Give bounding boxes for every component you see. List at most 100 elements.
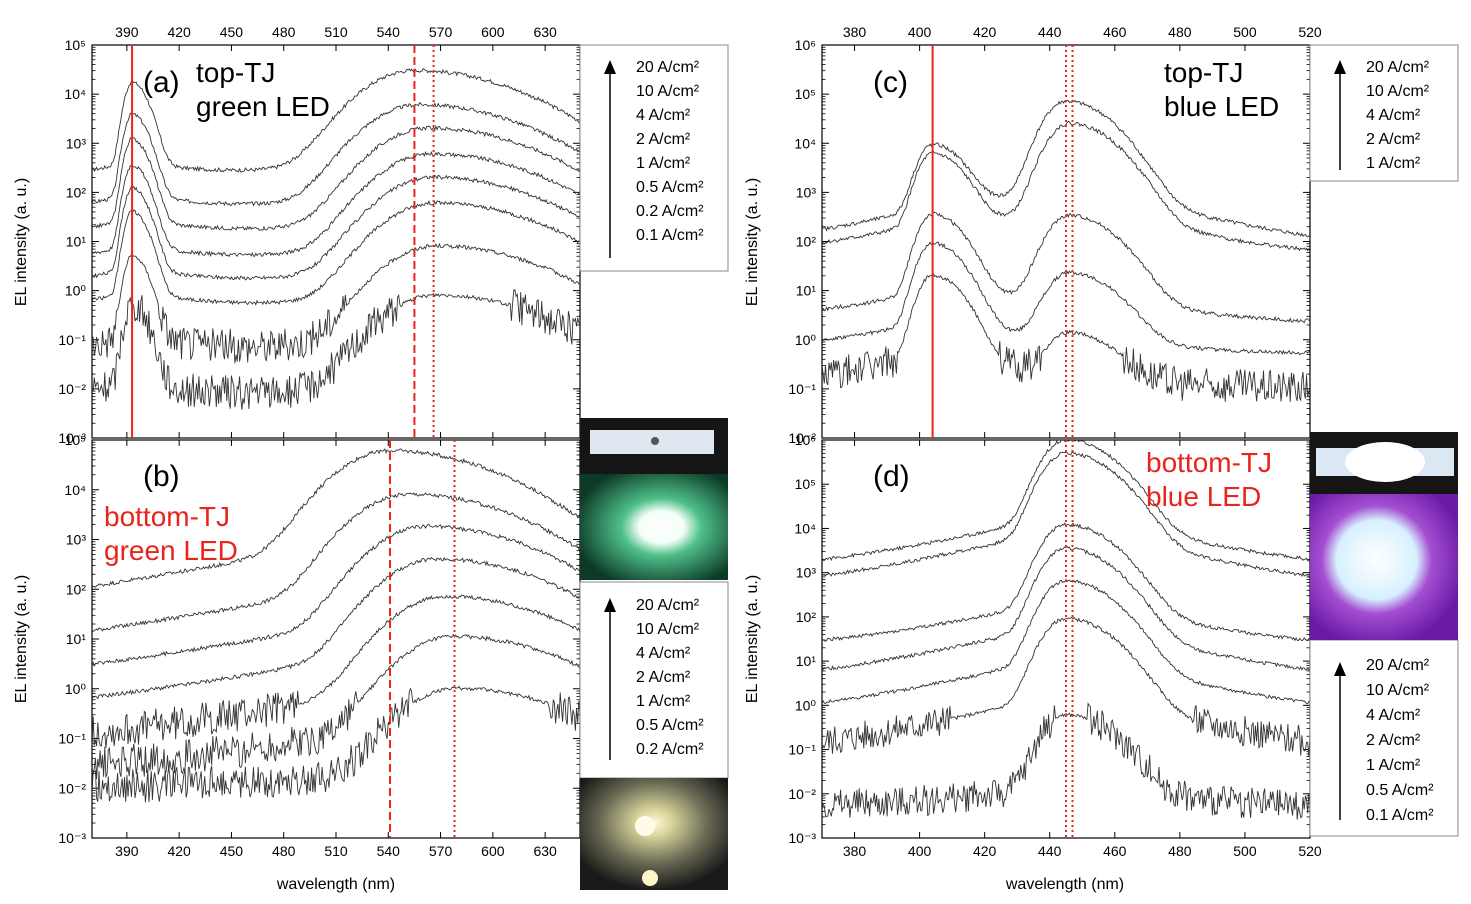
- x-tick-label: 460: [1103, 843, 1127, 859]
- curves-b: [92, 440, 580, 838]
- x-tick-label: 440: [1038, 24, 1062, 40]
- y-tick-label: 10⁵: [65, 432, 86, 448]
- x-tick-label: 460: [1103, 24, 1127, 40]
- legend-entry: 20 A/cm²: [636, 59, 700, 76]
- series-line: [92, 200, 580, 306]
- panel-annotation: top-TJ: [196, 57, 275, 88]
- y-tick-label: 10⁻²: [58, 381, 86, 397]
- y-tick-label: 10⁻¹: [58, 731, 86, 747]
- x-tick-label: 420: [167, 24, 191, 40]
- ylabel-b: EL intensity (a. u.): [13, 575, 30, 703]
- panel-annotation: green LED: [104, 535, 238, 566]
- panel-a: 390 420 450 480 510 540 570 600 630 10⁻³ 10⁻² 10⁻¹ 1…: [58, 24, 729, 446]
- photos-layer: [580, 418, 1458, 890]
- x-tick-label: 540: [377, 24, 401, 40]
- series-line: [92, 101, 580, 207]
- legend-entry: 0.5 A/cm²: [1366, 782, 1434, 799]
- panel-label: (b): [143, 460, 180, 493]
- series-line: [92, 556, 580, 700]
- legend-entry: 10 A/cm²: [1366, 682, 1430, 699]
- panel-c: 380 400 420 440 460 480 500 520 10⁻² 10⁻¹ 10⁰ 10¹ 10…: [788, 24, 1459, 446]
- legend-entry: 0.5 A/cm²: [636, 179, 704, 196]
- legend-entry: 2 A/cm²: [1366, 131, 1421, 148]
- legend-entry: 0.5 A/cm²: [636, 717, 704, 734]
- legend-entry: 10 A/cm²: [636, 621, 700, 638]
- series-line: [92, 633, 580, 780]
- photo-green-glow: [580, 474, 728, 580]
- x-tick-label: 400: [908, 24, 932, 40]
- y-tick-label: 10³: [796, 565, 817, 581]
- y-tick-label: 10³: [66, 532, 87, 548]
- legend-entry: 4 A/cm²: [1366, 107, 1421, 124]
- x-tick-label: 480: [272, 24, 296, 40]
- figure-text: wavelength (nm) wavelength (nm) EL inten…: [13, 178, 1124, 893]
- x-tick-label: 450: [220, 24, 244, 40]
- legend-arrow-head: [1334, 662, 1346, 676]
- y-tick-label: 10³: [796, 184, 817, 200]
- legend-entry: 1 A/cm²: [1366, 155, 1421, 172]
- panel-d: 380 400 420 440 460 480 500 520 10⁻³ 10⁻² 10⁻¹ 10⁰ 1…: [788, 432, 1459, 859]
- x-tick-label: 500: [1233, 24, 1257, 40]
- x-tick-label: 630: [533, 843, 557, 859]
- legend-box: [579, 44, 729, 272]
- panel-b: 390 420 450 480 510 540 570 600 630 10⁻³ 10⁻² 10⁻¹ 1…: [58, 432, 729, 859]
- xlabel-left: wavelength (nm): [276, 876, 395, 893]
- x-tick-label: 480: [1168, 24, 1192, 40]
- legend-entry: 20 A/cm²: [1366, 59, 1430, 76]
- y-tick-label: 10⁻³: [58, 830, 86, 846]
- legend-entry: 4 A/cm²: [636, 645, 691, 662]
- x-tick-label: 510: [324, 843, 348, 859]
- y-tick-label: 10⁴: [64, 86, 86, 102]
- y-tick-label: 10⁶: [795, 432, 816, 448]
- legend-entry: 0.2 A/cm²: [636, 741, 704, 758]
- legend-arrow-head: [604, 598, 616, 612]
- y-tick-label: 10⁴: [794, 520, 816, 536]
- y-tick-label: 10⁰: [795, 697, 817, 713]
- legend-entry: 0.1 A/cm²: [636, 227, 704, 244]
- legend-entry: 20 A/cm²: [636, 597, 700, 614]
- legend-entry: 1 A/cm²: [636, 155, 691, 172]
- y-tick-label: 10⁻²: [58, 780, 86, 796]
- panel-annotation: green LED: [196, 91, 330, 122]
- y-tick-label: 10¹: [66, 234, 87, 250]
- y-tick-label: 10⁻¹: [58, 332, 86, 348]
- y-tick-label: 10⁶: [795, 37, 816, 53]
- x-tick-label: 380: [843, 24, 867, 40]
- legend-entry: 10 A/cm²: [636, 83, 700, 100]
- x-tick-label: 540: [377, 843, 401, 859]
- panel-annotation: bottom-TJ: [1146, 447, 1272, 478]
- x-tick-label: 500: [1233, 843, 1257, 859]
- y-tick-label: 10²: [796, 234, 817, 250]
- curves-d: [822, 440, 1310, 838]
- y-tick-label: 10⁻¹: [788, 742, 816, 758]
- y-tick-label: 10⁴: [794, 135, 816, 151]
- x-tick-label: 420: [973, 843, 997, 859]
- x-tick-label: 600: [481, 843, 505, 859]
- panel-label: (d): [873, 460, 910, 493]
- y-tick-label: 10⁰: [65, 681, 87, 697]
- legend-entry: 0.1 A/cm²: [1366, 807, 1434, 824]
- series-line: [92, 523, 580, 667]
- legend-entry: 4 A/cm²: [1366, 707, 1421, 724]
- legend-entry: 10 A/cm²: [1366, 83, 1430, 100]
- y-tick-label: 10⁵: [795, 476, 816, 492]
- x-tick-label: 600: [481, 24, 505, 40]
- ylabel-a: EL intensity (a. u.): [13, 178, 30, 306]
- panel-annotation: blue LED: [1146, 481, 1261, 512]
- series-line: [822, 120, 1310, 252]
- series-line: [92, 492, 580, 633]
- x-tick-label: 480: [1168, 843, 1192, 859]
- legend-box: [1309, 639, 1459, 837]
- legend-entry: 2 A/cm²: [1366, 732, 1421, 749]
- y-tick-label: 10²: [66, 184, 87, 200]
- y-tick-label: 10¹: [796, 283, 817, 299]
- y-tick-label: 10²: [796, 609, 817, 625]
- panel-label: (c): [873, 66, 908, 99]
- y-tick-label: 10⁻²: [788, 430, 816, 446]
- legend-arrow-head: [604, 60, 616, 74]
- series-line: [822, 272, 1310, 402]
- x-tick-label: 420: [973, 24, 997, 40]
- legend-entry: 4 A/cm²: [636, 107, 691, 124]
- series-line: [92, 242, 580, 364]
- y-tick-label: 10⁻²: [788, 786, 816, 802]
